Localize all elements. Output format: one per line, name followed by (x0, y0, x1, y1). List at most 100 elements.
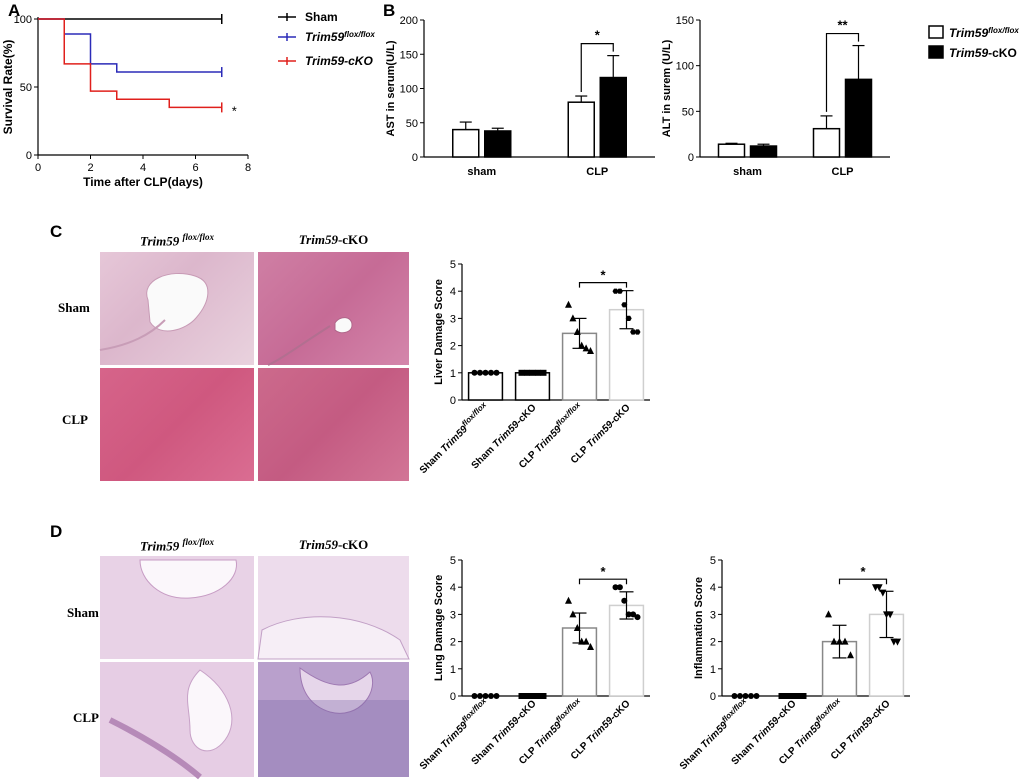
data-point (753, 693, 760, 699)
y-axis-label: Inflammation Score (693, 577, 705, 679)
data-point (634, 329, 641, 335)
data-point (569, 610, 577, 618)
legend-swatch-cko (928, 45, 944, 59)
data-point (518, 693, 525, 699)
y-tick-label: 1 (450, 664, 456, 676)
panel-label-d: D (50, 522, 63, 541)
vessel-wall (99, 319, 166, 351)
data-point (488, 369, 494, 376)
significance-star: * (232, 103, 237, 118)
legend-label-cko: Trim59-cKO (949, 46, 1017, 60)
bar (514, 372, 551, 401)
data-point (565, 596, 572, 604)
data-point (789, 693, 796, 699)
panel-label-b: B (383, 1, 396, 20)
data-point (841, 637, 849, 645)
data-point (621, 597, 628, 604)
significance-star: ** (837, 18, 848, 33)
significance-star: * (600, 564, 606, 579)
y-tick-label: 2 (450, 637, 456, 649)
hist-d-row-sham: Sham (67, 605, 99, 620)
significance-bracket (838, 578, 888, 585)
data-point (493, 369, 500, 376)
panel-b-legend: Trim59flox/flox Trim59-cKO (928, 25, 1019, 60)
survival-line-2 (38, 18, 222, 109)
y-tick-label: 1 (710, 664, 716, 676)
survival-chart: 0 50 100 0 2 4 6 8 Survival Rate(%) Time after CL… (1, 10, 375, 189)
data-point (482, 693, 489, 699)
significance-star: * (595, 28, 601, 43)
bar (484, 130, 512, 158)
y-tick-label: 4 (450, 582, 456, 594)
data-point (535, 369, 541, 376)
y-tick-label: 3 (450, 609, 456, 621)
bar (608, 604, 645, 697)
y-tick-label: 150 (400, 49, 418, 61)
data-point (540, 693, 547, 699)
y-tick-label: 200 (400, 15, 418, 27)
y-tick-label: 0 (688, 152, 694, 164)
panel-label-a: A (8, 1, 21, 20)
x-tick-label: 6 (192, 162, 198, 174)
data-point (825, 610, 832, 618)
y-tick-label: 50 (406, 118, 418, 130)
data-point (578, 341, 586, 349)
vessel-wall (108, 717, 202, 780)
legend-label-flox: Trim59flox/flox (949, 26, 1019, 40)
hist-c-col-cko: Trim59-cKO (298, 232, 369, 247)
data-point (630, 329, 637, 335)
bar (749, 145, 778, 158)
data-point (830, 637, 838, 645)
y-axis-label: Lung Damage Score (433, 575, 445, 681)
y-tick-label: 100 (676, 61, 694, 73)
y-tick-label: 0 (710, 691, 716, 703)
legend-label: Trim59flox/flox (305, 30, 375, 44)
lung-clp-cko-image (258, 662, 409, 777)
data-point (894, 638, 901, 646)
data-point (875, 584, 883, 592)
data-point (630, 611, 637, 618)
bar (717, 143, 746, 158)
x-tick-label: 2 (87, 162, 93, 174)
data-point (529, 369, 536, 376)
legend-label: Sham (305, 10, 338, 24)
data-point (573, 328, 581, 335)
data-point (612, 584, 619, 591)
y-axis-label: ALT in surem (U/L) (661, 39, 673, 137)
bar (467, 372, 504, 401)
bar (567, 101, 595, 158)
data-point (625, 611, 632, 618)
data-point (582, 344, 590, 352)
liver-clp-flox-image (100, 368, 254, 481)
y-tick-label: 5 (450, 259, 456, 271)
airway (299, 667, 374, 714)
data-point (625, 315, 632, 321)
data-point (488, 693, 494, 699)
panel-label-c: C (50, 222, 63, 241)
bar (599, 76, 627, 158)
y-axis-label: AST in serum(U/L) (385, 40, 397, 136)
significance-bracket (580, 43, 614, 93)
y-tick-label: 0 (26, 150, 32, 162)
y-tick-label: 3 (450, 313, 456, 325)
airway (257, 616, 410, 660)
airway (187, 669, 233, 752)
data-point (565, 300, 572, 308)
hist-d-row-clp: CLP (73, 710, 99, 725)
vessel (334, 317, 353, 334)
category-label: CLP Trim59-cKO (829, 698, 893, 762)
y-tick-label: 50 (20, 82, 32, 94)
vessel-wall (267, 325, 331, 366)
data-point (621, 302, 628, 308)
bar (452, 128, 480, 158)
data-point (524, 693, 530, 699)
data-point (535, 693, 541, 699)
ast-chart: 0 50 100 150 200 AST in serum(U/L) sham CLP * (385, 15, 655, 178)
data-point (471, 369, 478, 376)
legend-label: Trim59-cKO (305, 54, 373, 68)
data-point (879, 589, 887, 597)
y-tick-label: 1 (450, 368, 456, 380)
